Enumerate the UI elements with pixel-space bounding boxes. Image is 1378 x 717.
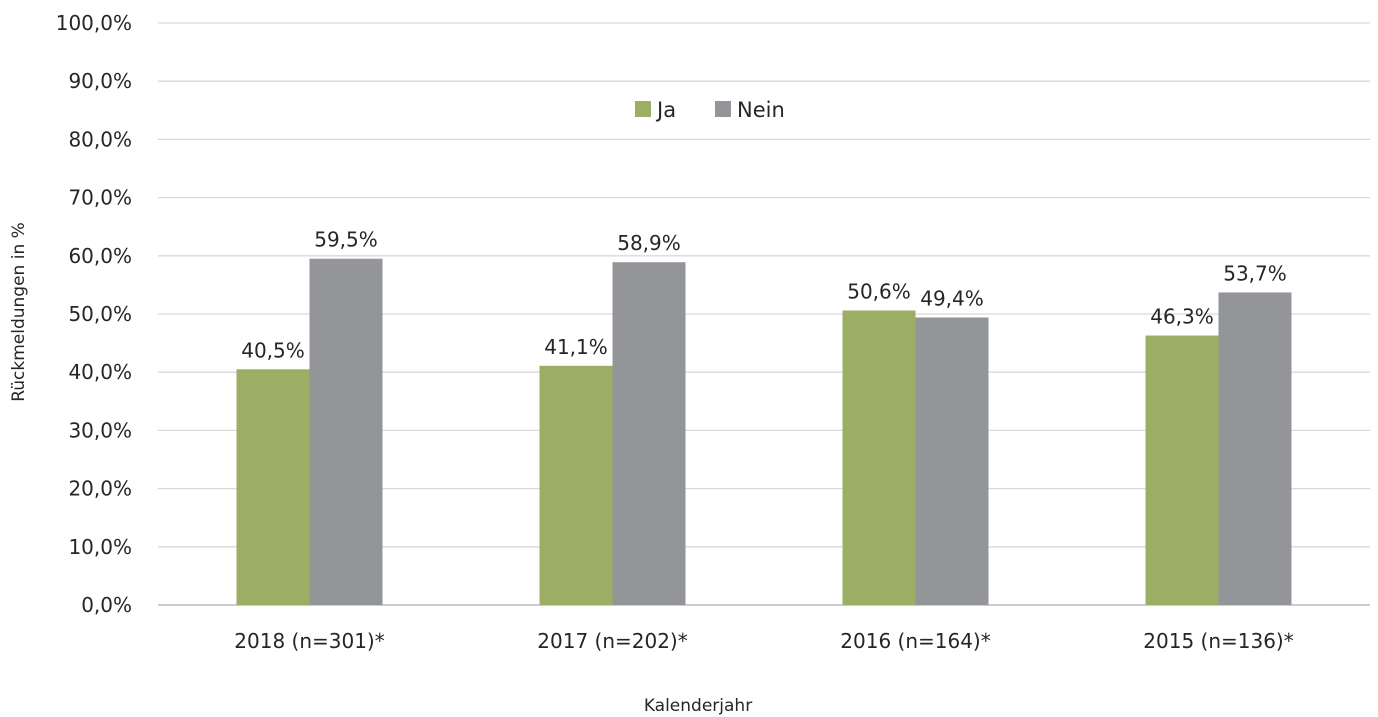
bar-nein: [612, 262, 686, 605]
legend-label-nein: Nein: [737, 98, 785, 122]
y-tick-label: 40,0%: [68, 360, 132, 384]
y-axis-title: Rückmeldungen in %: [9, 222, 29, 402]
bars: [236, 258, 1292, 605]
data-label: 46,3%: [1150, 305, 1214, 329]
y-tick-label: 70,0%: [68, 186, 132, 210]
y-tick-label: 0,0%: [81, 593, 132, 617]
bar-ja: [236, 369, 310, 605]
legend-swatch-nein: [715, 101, 731, 117]
data-label: 40,5%: [241, 338, 305, 362]
y-tick-label: 10,0%: [68, 535, 132, 559]
legend: Ja Nein: [635, 98, 785, 122]
y-tick-label: 30,0%: [68, 418, 132, 442]
bar-nein: [309, 258, 383, 605]
bar-nein: [1218, 292, 1292, 605]
legend-swatch-ja: [635, 101, 651, 117]
y-tick-label: 100,0%: [56, 11, 132, 35]
y-tick-label: 20,0%: [68, 477, 132, 501]
data-label: 59,5%: [314, 228, 378, 252]
bar-nein: [915, 317, 989, 605]
data-label: 50,6%: [847, 280, 911, 304]
y-tick-label: 80,0%: [68, 127, 132, 151]
x-axis-categories: 2018 (n=301)* 2017 (n=202)* 2016 (n=164)* 2…: [234, 629, 1293, 653]
data-label: 53,7%: [1223, 261, 1287, 285]
bar-ja: [842, 310, 916, 605]
data-label: 58,9%: [617, 231, 681, 255]
data-label: 49,4%: [920, 286, 984, 310]
x-category-label: 2016 (n=164)*: [840, 629, 990, 653]
y-tick-label: 90,0%: [68, 69, 132, 93]
data-labels: 40,5% 59,5% 41,1% 58,9% 50,6% 49,4% 46,3% 53,7%: [241, 228, 1287, 363]
x-category-label: 2017 (n=202)*: [537, 629, 687, 653]
legend-label-ja: Ja: [655, 98, 676, 122]
y-axis-ticks: 0,0% 10,0% 20,0% 30,0% 40,0% 50,0% 60,0% 70,0% 8…: [56, 11, 132, 617]
x-axis-title: Kalenderjahr: [644, 696, 752, 716]
x-category-label: 2015 (n=136)*: [1143, 629, 1293, 653]
y-tick-label: 60,0%: [68, 244, 132, 268]
x-category-label: 2018 (n=301)*: [234, 629, 384, 653]
y-tick-label: 50,0%: [68, 302, 132, 326]
data-label: 41,1%: [544, 335, 608, 359]
bar-ja: [539, 365, 613, 605]
bar-ja: [1145, 335, 1219, 605]
